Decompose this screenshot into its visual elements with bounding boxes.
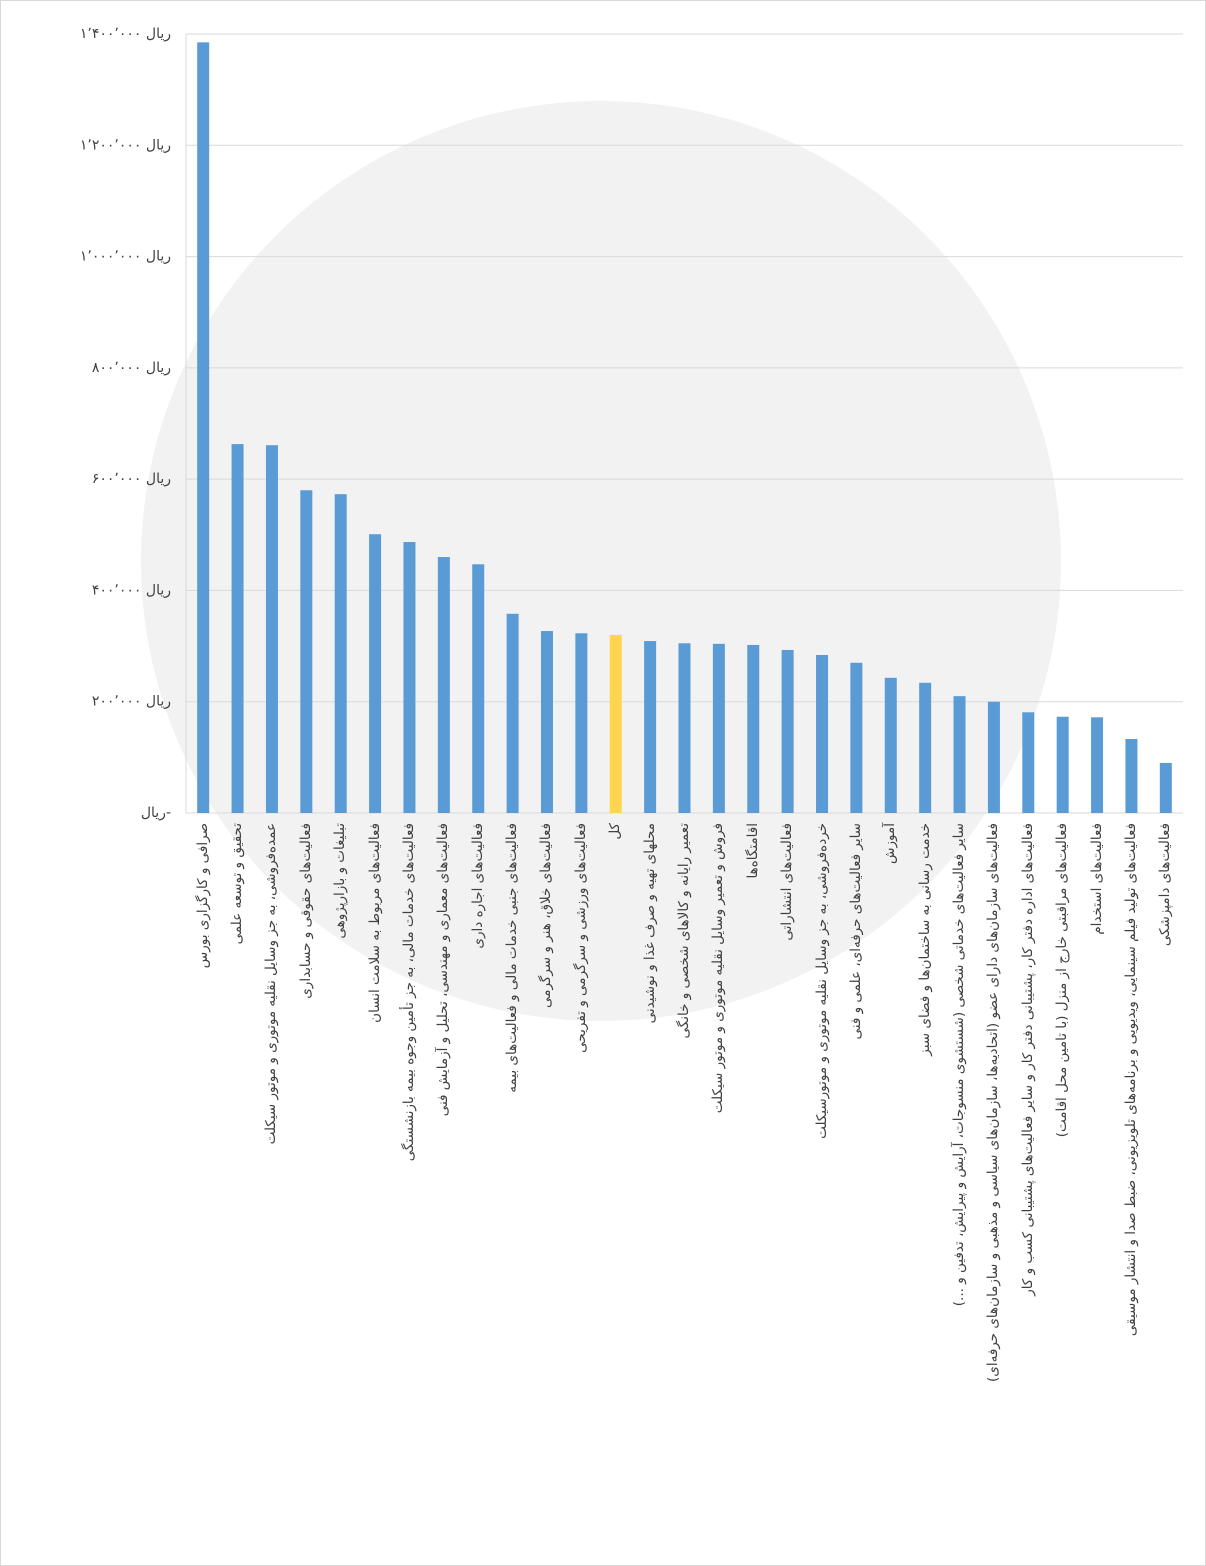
bar bbox=[540, 631, 553, 813]
x-tick-label: فعالیت‌های خدمات مالی، به جز تأمین وجوه … bbox=[400, 823, 417, 1162]
x-tick-label: فعالیت‌های انتشاراتی bbox=[779, 823, 796, 941]
bar bbox=[231, 444, 244, 813]
x-tick-label: فعالیت‌های حقوقی و حسابداری bbox=[297, 823, 314, 999]
bar bbox=[1159, 762, 1172, 813]
x-tick-label: محلهای تهیه و صرف غذا و نوشیدنی bbox=[641, 823, 658, 1024]
x-tick-label: آموزش bbox=[882, 823, 899, 864]
x-tick-label: صرافی و کارگزاری بورس bbox=[194, 823, 211, 969]
x-tick-label: فعالیت‌های اداره دفتر کار، پشتیبانی دفتر… bbox=[1019, 823, 1036, 1296]
x-tick-label: تعمیر رایانه و کالاهای شخصی و خانگی bbox=[676, 823, 692, 1039]
bar bbox=[953, 696, 966, 813]
x-tick-label: فعالیت‌های معماری و مهندسی، تحلیل و آزما… bbox=[435, 823, 452, 1117]
bar bbox=[1022, 712, 1035, 813]
x-tick-label: اقامتگاه‌ها bbox=[744, 823, 761, 879]
x-tick-label: فعالیت‌های مراقبتی خارج از منزل (با تامی… bbox=[1054, 823, 1071, 1138]
bar bbox=[609, 634, 622, 813]
x-tick-label: فعالیت‌های سازمان‌های دارای عضو (اتحادیه… bbox=[985, 823, 1002, 1382]
bar bbox=[1091, 717, 1104, 813]
bar bbox=[403, 542, 416, 813]
y-tick-label: -ریال bbox=[141, 805, 171, 821]
bar bbox=[816, 654, 829, 813]
x-tick-label: سایر فعالیت‌های خدماتی شخصی (شستشوی منسو… bbox=[951, 823, 968, 1307]
x-tick-label: فعالیت‌های ورزشی و سرگرمی و تفریحی bbox=[572, 823, 589, 1053]
x-tick-label: سایر فعالیت‌های حرفه‌ای، علمی و فنی bbox=[847, 823, 864, 1040]
y-tick-label: ریال ۴۰۰٬۰۰۰ bbox=[92, 582, 171, 598]
x-tick-label: فعالیت‌های اجاره داری bbox=[469, 823, 486, 949]
x-tick-label: فعالیت‌های تولید فیلم سینمایی، ویدیویی و… bbox=[1122, 823, 1139, 1337]
bar bbox=[884, 677, 897, 813]
y-tick-label: ریال ۲۰۰٬۰۰۰ bbox=[92, 694, 171, 710]
bar bbox=[334, 494, 347, 813]
bar bbox=[300, 490, 313, 813]
bar bbox=[197, 42, 210, 813]
bar bbox=[919, 682, 932, 813]
bar bbox=[506, 613, 519, 813]
x-tick-label: فروش و تعمیر وسایل نقلیه موتوری و موتور … bbox=[710, 823, 727, 1114]
y-tick-label: ریال ۱٬۰۰۰٬۰۰۰ bbox=[80, 249, 171, 265]
y-tick-label: ریال ۱٬۴۰۰٬۰۰۰ bbox=[80, 26, 171, 42]
x-tick-label: فعالیت‌های استخدام bbox=[1088, 823, 1105, 935]
bar bbox=[265, 445, 278, 813]
bar bbox=[781, 649, 794, 813]
bar bbox=[712, 643, 725, 813]
bar bbox=[575, 633, 588, 813]
x-tick-label: فعالیت‌های دامپزشکی bbox=[1157, 823, 1174, 947]
x-tick-label: خدمت رسانی به ساختمان‌ها و فضای سبز bbox=[916, 823, 933, 1056]
x-tick-label: فعالیت‌های خلاق، هنر و سرگرمی bbox=[538, 823, 555, 1008]
x-tick-label: فعالیت‌های مربوط به سلامت انسان bbox=[366, 823, 383, 1023]
bar bbox=[850, 662, 863, 813]
y-tick-label: ریال ۶۰۰٬۰۰۰ bbox=[92, 471, 171, 487]
y-tick-label: ریال ۱٬۲۰۰٬۰۰۰ bbox=[80, 137, 171, 153]
bar bbox=[1056, 716, 1069, 813]
x-tick-label: خرده‌فروشی، به جز وسایل نقلیه موتوری و م… bbox=[813, 823, 830, 1139]
bar bbox=[747, 644, 760, 813]
x-tick-label: تبلیغات و بازارپژوهی bbox=[332, 823, 349, 939]
bar bbox=[369, 534, 382, 813]
x-tick-label: عمده‌فروشی، به جز وسایل نقلیه موتوری و م… bbox=[263, 823, 280, 1145]
bar bbox=[437, 557, 450, 813]
bar bbox=[472, 564, 485, 813]
x-tick-label: کل bbox=[607, 823, 624, 840]
bar bbox=[987, 701, 1000, 813]
y-tick-label: ریال ۸۰۰٬۰۰۰ bbox=[92, 360, 171, 376]
x-tick-label: تحقیق و توسعه علمی bbox=[229, 823, 246, 945]
x-tick-label: فعالیت‌های جنبی خدمات مالی و فعالیت‌های … bbox=[504, 823, 521, 1093]
bar bbox=[1125, 738, 1138, 813]
bar bbox=[644, 641, 657, 813]
bar bbox=[678, 643, 691, 813]
